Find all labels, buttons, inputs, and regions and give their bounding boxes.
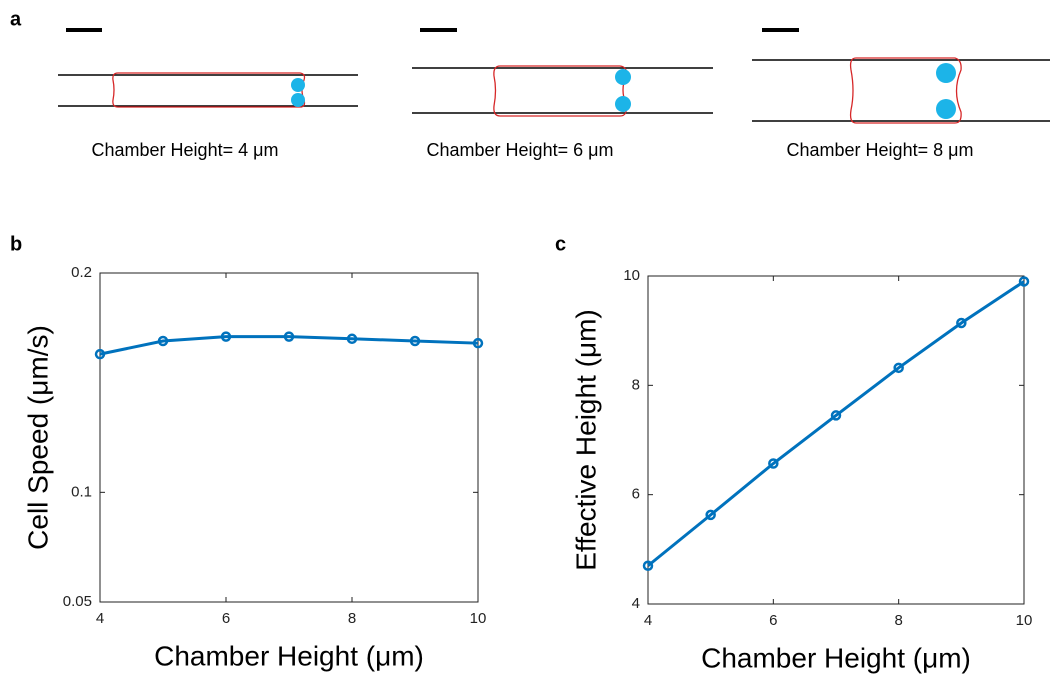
x-tick-label: 6 xyxy=(222,610,230,627)
data-point xyxy=(768,458,779,469)
cell-outline xyxy=(112,72,306,108)
plot-frame xyxy=(647,275,1025,605)
y-tick-label: 0.05 xyxy=(63,593,92,610)
nucleus xyxy=(291,78,305,92)
data-point xyxy=(220,331,232,342)
data-line xyxy=(99,335,479,356)
data-point xyxy=(157,335,169,347)
nucleus xyxy=(936,99,956,119)
caption: Chamber Height= 8 μm xyxy=(787,140,974,160)
diagram-6um xyxy=(412,28,713,117)
data-point xyxy=(705,509,716,521)
nucleus xyxy=(936,63,956,83)
data-point xyxy=(830,410,842,421)
y-tick-label: 6 xyxy=(632,486,640,503)
y-tick-label: 10 xyxy=(623,267,640,284)
data-point xyxy=(409,335,421,347)
caption: Chamber Height= 4 μm xyxy=(92,140,279,160)
y-tick-label: 8 xyxy=(632,376,640,393)
cell-outline xyxy=(493,65,628,117)
y-tick-label: 0.2 xyxy=(71,264,92,281)
x-tick-label: 4 xyxy=(644,612,652,629)
cell-outline xyxy=(849,57,962,124)
x-tick-label: 10 xyxy=(470,610,487,627)
x-tick-label: 8 xyxy=(894,612,902,629)
data-point xyxy=(94,348,106,360)
y-axis-label: Effective Height (μm) xyxy=(570,309,601,570)
panel-label: c xyxy=(555,233,566,255)
y-tick-label: 0.1 xyxy=(71,483,92,500)
x-axis-label: Chamber Height (μm) xyxy=(701,642,971,673)
x-tick-label: 10 xyxy=(1016,612,1033,629)
data-point xyxy=(956,317,967,329)
diagram-4um xyxy=(58,28,358,108)
x-tick-label: 6 xyxy=(769,612,777,629)
data-point xyxy=(346,333,358,345)
y-axis-label: Cell Speed (μm/s) xyxy=(22,325,53,550)
data-point xyxy=(283,331,295,342)
nucleus xyxy=(615,69,631,85)
x-axis-label: Chamber Height (μm) xyxy=(154,640,424,671)
nucleus xyxy=(291,93,305,107)
data-point xyxy=(893,362,904,374)
data-point xyxy=(1018,276,1030,287)
nucleus xyxy=(615,96,631,112)
data-line xyxy=(647,280,1025,567)
data-point xyxy=(472,337,484,349)
data-point xyxy=(642,560,654,571)
diagram-8um xyxy=(752,28,1050,124)
x-tick-label: 4 xyxy=(96,610,104,627)
caption: Chamber Height= 6 μm xyxy=(427,140,614,160)
panel-label: b xyxy=(10,233,22,255)
y-tick-label: 4 xyxy=(632,595,640,612)
panel-label: a xyxy=(10,8,22,30)
plot-frame xyxy=(99,272,479,603)
x-tick-label: 8 xyxy=(348,610,356,627)
